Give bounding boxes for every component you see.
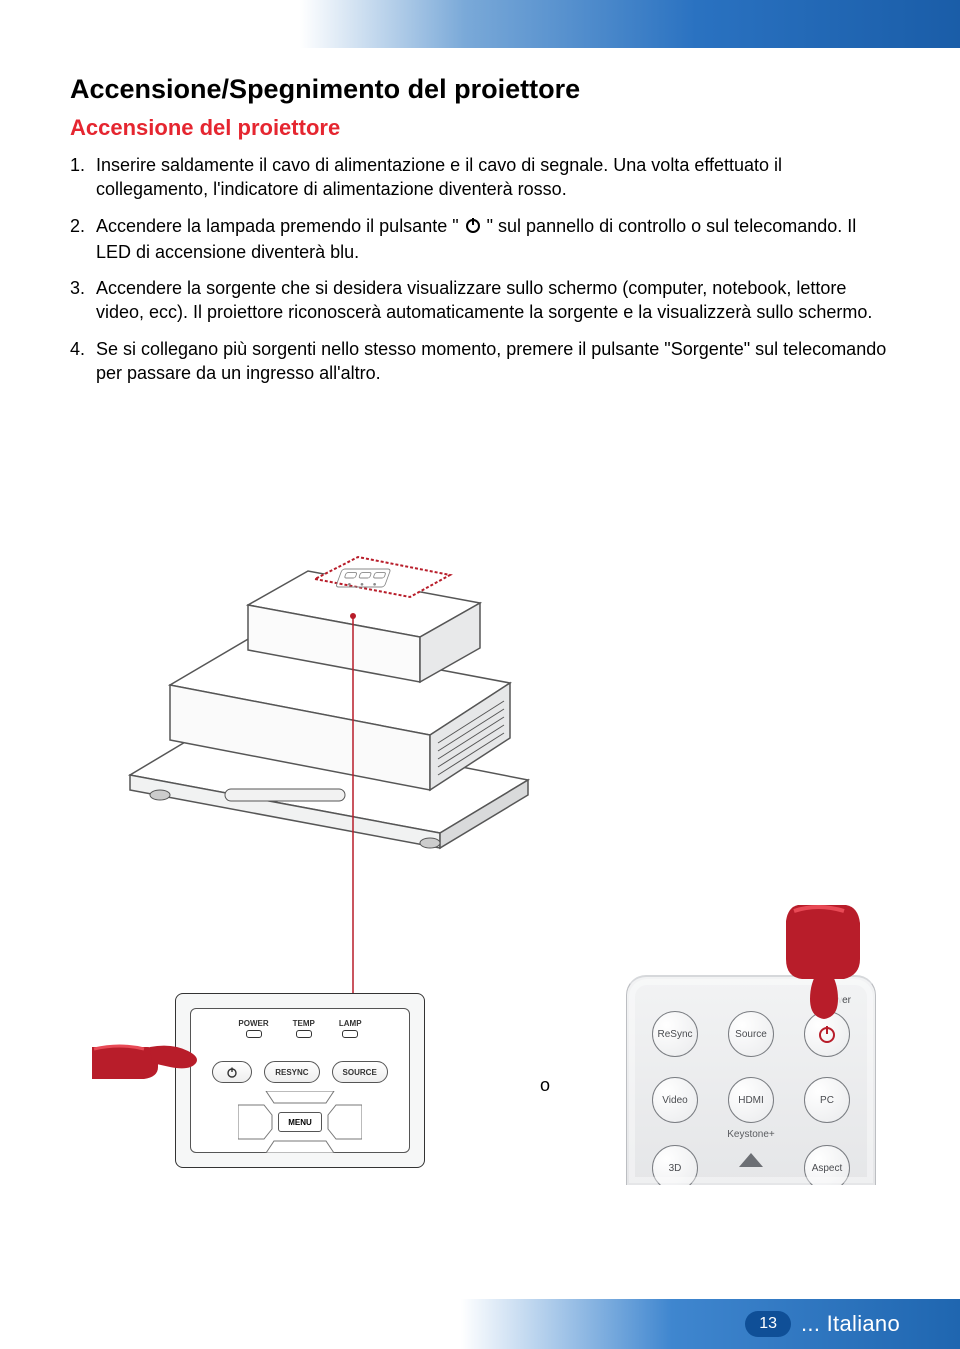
step-1: 1. Inserire saldamente il cavo di alimen… bbox=[70, 153, 890, 202]
step-number: 1. bbox=[70, 153, 96, 202]
header-gradient-band bbox=[300, 0, 960, 48]
illustration-area: POWER TEMP LAMP RESYNC SOURCE MENU bbox=[70, 505, 890, 1185]
panel-source-button[interactable]: SOURCE bbox=[332, 1061, 388, 1083]
hand-pointer-right bbox=[774, 905, 874, 1020]
led-label: LAMP bbox=[339, 1019, 362, 1028]
remote-video-button[interactable]: Video bbox=[652, 1077, 698, 1123]
button-row: RESYNC SOURCE bbox=[201, 1057, 399, 1087]
remote-row-2: Video HDMI PC bbox=[627, 1077, 875, 1123]
remote-up-arrow-icon[interactable] bbox=[739, 1153, 763, 1167]
control-panel: POWER TEMP LAMP RESYNC SOURCE MENU bbox=[175, 993, 425, 1168]
step-number: 3. bbox=[70, 276, 96, 325]
section-title: Accensione del proiettore bbox=[70, 115, 890, 141]
projector-illustration bbox=[130, 565, 530, 845]
step2-before: Accendere la lampada premendo il pulsant… bbox=[96, 216, 464, 236]
remote-source-button[interactable]: Source bbox=[728, 1011, 774, 1057]
led-row: POWER TEMP LAMP bbox=[191, 1019, 409, 1053]
page-number: 13 bbox=[745, 1311, 791, 1337]
panel-menu-button[interactable]: MENU bbox=[278, 1112, 322, 1132]
control-panel-inner: POWER TEMP LAMP RESYNC SOURCE MENU bbox=[190, 1008, 410, 1153]
remote-3d-button[interactable]: 3D bbox=[652, 1145, 698, 1185]
panel-power-button[interactable] bbox=[212, 1061, 252, 1083]
led-temp: TEMP bbox=[293, 1019, 315, 1053]
remote-keystone-label: Keystone+ bbox=[627, 1129, 875, 1140]
step-text: Se si collegano più sorgenti nello stess… bbox=[96, 337, 890, 386]
remote-aspect-button[interactable]: Aspect bbox=[804, 1145, 850, 1185]
panel-resync-button[interactable]: RESYNC bbox=[264, 1061, 319, 1083]
power-icon bbox=[464, 216, 482, 240]
nav-area: MENU bbox=[238, 1091, 362, 1153]
step-text: Inserire saldamente il cavo di alimentaz… bbox=[96, 153, 890, 202]
step-text: Accendere la sorgente che si desidera vi… bbox=[96, 276, 890, 325]
remote-resync-button[interactable]: ReSync bbox=[652, 1011, 698, 1057]
content-area: Accensione/Spegnimento del proiettore Ac… bbox=[70, 74, 890, 397]
step-number: 2. bbox=[70, 214, 96, 265]
step-text: Accendere la lampada premendo il pulsant… bbox=[96, 214, 890, 265]
led-label: TEMP bbox=[293, 1019, 315, 1028]
footer: 13 ... Italiano bbox=[0, 1299, 960, 1349]
step-4: 4. Se si collegano più sorgenti nello st… bbox=[70, 337, 890, 386]
led-lamp: LAMP bbox=[339, 1019, 362, 1053]
step-3: 3. Accendere la sorgente che si desidera… bbox=[70, 276, 890, 325]
remote-hdmi-button[interactable]: HDMI bbox=[728, 1077, 774, 1123]
remote-pc-button[interactable]: PC bbox=[804, 1077, 850, 1123]
led-power: POWER bbox=[238, 1019, 268, 1053]
footer-language: ... Italiano bbox=[801, 1311, 900, 1337]
hand-pointer-left bbox=[92, 1029, 202, 1093]
led-label: POWER bbox=[238, 1019, 268, 1028]
page-title: Accensione/Spegnimento del proiettore bbox=[70, 74, 890, 105]
step-number: 4. bbox=[70, 337, 96, 386]
or-label: o bbox=[540, 1075, 550, 1096]
step-2: 2. Accendere la lampada premendo il puls… bbox=[70, 214, 890, 265]
